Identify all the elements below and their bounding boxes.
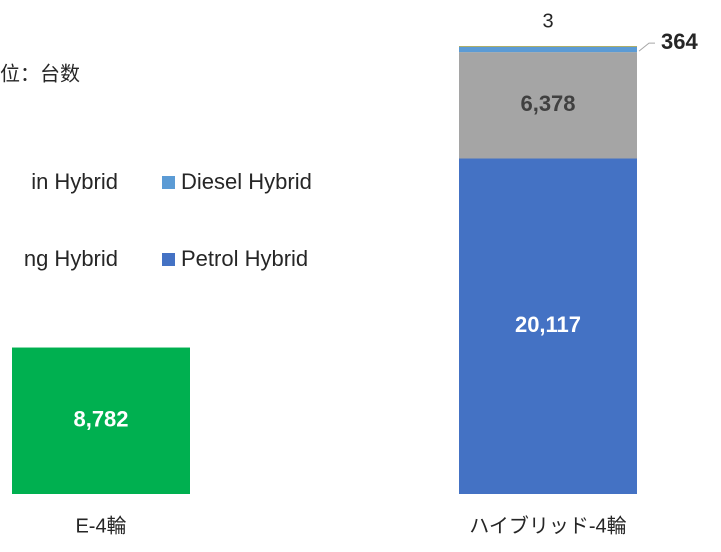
x-tick-label: E-4輪 — [75, 514, 126, 537]
legend-label: Petrol Hybrid — [181, 246, 308, 271]
legend-swatch — [162, 176, 175, 189]
x-tick-label: ハイブリッド-4輪 — [469, 513, 626, 537]
bar-segment — [459, 158, 637, 494]
data-label: 364 — [661, 29, 698, 54]
bar-segment — [12, 347, 190, 494]
bar-segment — [459, 52, 637, 159]
bar-segment — [459, 46, 637, 53]
data-label: 20,117 — [515, 312, 581, 337]
bar-segment — [459, 46, 637, 47]
data-label: 8,782 — [73, 407, 128, 432]
unit-note: 位：台数 — [0, 62, 80, 85]
data-label: 3 — [542, 10, 553, 32]
legend-swatch — [162, 253, 175, 266]
legend-label: ng Hybrid — [24, 246, 118, 271]
data-label: 6,378 — [520, 91, 575, 116]
legend-label: Diesel Hybrid — [181, 169, 312, 194]
leader-line — [638, 42, 655, 52]
legend-label: in Hybrid — [31, 169, 118, 194]
